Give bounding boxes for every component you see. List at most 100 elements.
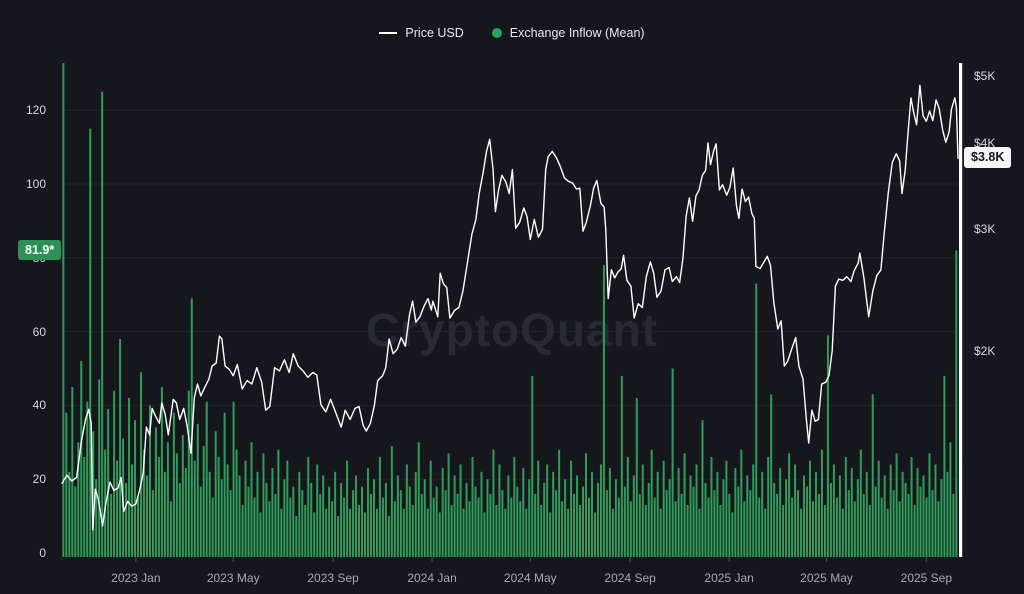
inflow-bar	[531, 375, 534, 557]
inflow-bar	[169, 501, 172, 557]
inflow-bar	[623, 486, 626, 557]
inflow-bar	[175, 453, 178, 557]
inflow-bar	[190, 298, 193, 557]
y-axis-left-tick-label: 20	[32, 472, 46, 487]
inflow-bar	[937, 501, 940, 557]
inflow-bar	[104, 449, 107, 557]
inflow-dot-swatch-icon	[491, 28, 502, 38]
inflow-bar	[943, 375, 946, 557]
inflow-bar	[826, 335, 829, 557]
inflow-bar	[952, 493, 955, 557]
inflow-bar	[119, 338, 122, 557]
inflow-bar	[486, 479, 489, 557]
inflow-bar	[922, 475, 925, 557]
y-axis-right-tick-label: $4K	[974, 136, 996, 150]
inflow-bar	[265, 482, 268, 557]
inflow-bar	[599, 464, 602, 557]
inflow-bar	[432, 497, 435, 557]
inflow-bar	[632, 475, 635, 557]
inflow-bar	[214, 431, 217, 557]
y-axis-left-tick-label: 100	[25, 177, 46, 191]
inflow-bar	[369, 493, 372, 557]
inflow-bar	[140, 372, 142, 557]
inflow-bar	[525, 508, 528, 557]
inflow-bar	[904, 482, 907, 557]
inflow-bar	[95, 479, 98, 557]
inflow-bar	[375, 508, 378, 557]
inflow-bar	[325, 508, 328, 557]
inflow-bar	[534, 493, 537, 557]
inflow-bar	[871, 394, 874, 557]
inflow-bar	[142, 449, 145, 557]
inflow-bar	[605, 490, 608, 557]
inflow-bar	[364, 512, 366, 557]
inflow-bar	[910, 457, 913, 557]
legend-item-price[interactable]: Price USD	[379, 26, 464, 40]
inflow-bar	[226, 464, 229, 557]
inflow-bar	[889, 464, 892, 557]
inflow-bar	[340, 482, 343, 557]
inflow-bar	[301, 490, 304, 557]
inflow-bar	[444, 490, 447, 557]
inflow-bar	[573, 493, 576, 557]
inflow-bar	[874, 486, 877, 557]
inflow-bar	[710, 457, 713, 557]
inflow-bar	[513, 457, 516, 557]
inflow-bar	[812, 501, 814, 557]
inflow-bar	[307, 457, 310, 557]
inflow-bar	[955, 250, 958, 558]
inflow-bar	[286, 460, 289, 557]
inflow-bar	[746, 475, 749, 557]
inflow-bar	[823, 505, 826, 557]
inflow-bar	[256, 471, 259, 557]
inflow-bar	[552, 471, 555, 557]
inflow-bar	[788, 453, 791, 557]
inflow-bar	[313, 512, 316, 557]
inflow-bar	[462, 508, 465, 557]
inflow-bar	[916, 468, 919, 557]
inflow-bar	[474, 486, 477, 557]
inflow-bar	[223, 412, 226, 557]
inflow-bar	[644, 505, 647, 557]
inflow-bar	[289, 497, 292, 557]
legend-item-inflow[interactable]: Exchange Inflow (Mean)	[491, 26, 645, 40]
inflow-bar	[602, 265, 605, 557]
inflow-bar	[856, 479, 859, 557]
inflow-bar	[859, 449, 862, 557]
inflow-bar	[438, 512, 441, 557]
inflow-bar	[423, 479, 426, 557]
inflow-bar	[241, 505, 244, 557]
inflow-bar	[596, 482, 599, 557]
y-axis-left-tick-label: 120	[25, 103, 46, 118]
inflow-bar	[277, 449, 280, 557]
y-axis-left-tick-label: 0	[39, 546, 46, 560]
inflow-bar	[814, 471, 817, 557]
inflow-bar	[62, 63, 65, 557]
inflow-bar	[668, 479, 671, 557]
y-axis-left-tick-label: 60	[32, 324, 46, 339]
inflow-bar	[674, 501, 677, 557]
inflow-bar	[346, 460, 349, 557]
inflow-bar	[187, 390, 190, 557]
inflow-bar	[435, 486, 438, 557]
inflow-bar	[480, 471, 483, 557]
inflow-bar	[148, 405, 151, 557]
inflow-bar	[68, 471, 71, 557]
inflow-bar	[638, 493, 641, 557]
inflow-bar	[755, 283, 758, 557]
inflow-bar	[390, 445, 393, 557]
inflow-bar	[689, 475, 692, 557]
inflow-bar	[160, 386, 163, 557]
inflow-bar	[567, 508, 570, 557]
inflow-bar	[546, 464, 549, 557]
inflow-bar	[396, 475, 399, 557]
inflow-bar	[471, 457, 474, 557]
inflow-bar	[166, 442, 169, 557]
inflow-bar	[65, 412, 68, 557]
inflow-bar	[492, 449, 495, 557]
inflow-bar	[193, 460, 196, 557]
inflow-bar	[543, 482, 546, 557]
current-inflow-badge: 81.9*	[18, 239, 62, 261]
inflow-bar	[665, 490, 668, 557]
